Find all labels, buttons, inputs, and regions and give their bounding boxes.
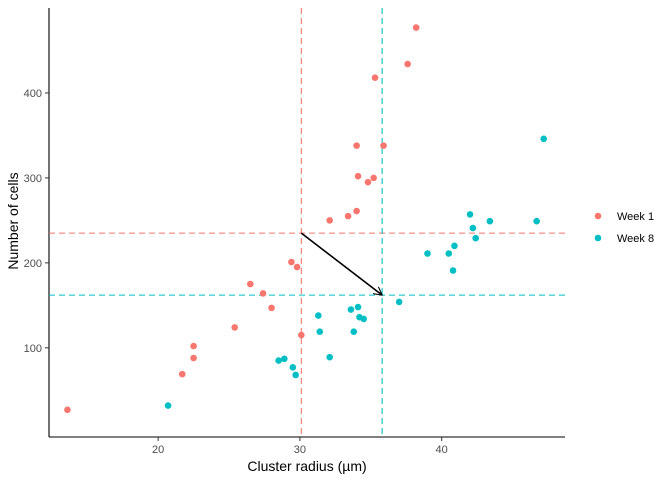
week-1-point xyxy=(298,331,305,339)
week-8-point xyxy=(350,328,358,335)
week-1-point xyxy=(404,60,411,68)
week-8-point xyxy=(289,364,297,371)
week-1-point xyxy=(326,217,333,224)
week-8-point xyxy=(315,312,322,319)
week-8-point xyxy=(347,306,355,313)
week-1-point xyxy=(293,263,301,271)
week-8-point xyxy=(164,402,172,409)
y-tick-label: 100 xyxy=(24,343,42,355)
week-1-point xyxy=(231,324,239,331)
week-8-point xyxy=(533,217,540,225)
plot-area: 20 30 40 100 200 300 400 xyxy=(24,8,565,456)
week-8-point xyxy=(449,267,457,274)
week-8-point xyxy=(451,242,458,250)
week-1-point xyxy=(268,304,275,312)
y-tick-label: 300 xyxy=(24,173,42,185)
week-1-point xyxy=(64,406,71,414)
x-axis-title: Cluster radius (µm) xyxy=(247,458,366,474)
week-8-point xyxy=(354,303,362,311)
week-1-point xyxy=(246,280,254,288)
week-8-point xyxy=(486,217,494,225)
y-tick-label: 200 xyxy=(24,258,42,270)
shift-arrow xyxy=(300,232,382,295)
legend: Week 1 Week 8 xyxy=(594,211,654,245)
week-8-point xyxy=(275,357,282,364)
week-1-point xyxy=(353,142,360,149)
week-1-point xyxy=(354,172,362,180)
week-1-point xyxy=(288,258,295,266)
week-8-point xyxy=(472,234,479,242)
week-8-point xyxy=(469,224,477,232)
y-tick-label: 400 xyxy=(24,88,42,100)
x-tick-label: 20 xyxy=(152,444,164,456)
legend-key-week-1 xyxy=(594,212,602,220)
week-8-point xyxy=(360,315,368,323)
week-1-point xyxy=(259,290,267,297)
week-1-point xyxy=(364,178,372,186)
x-tick-label: 40 xyxy=(436,444,448,456)
week-8-point xyxy=(281,355,288,363)
week-8-point xyxy=(466,211,474,218)
week-8-point xyxy=(316,328,324,335)
week-1-point xyxy=(380,142,387,149)
week-8-point xyxy=(292,371,299,379)
week-8-point xyxy=(326,353,333,361)
y-axis-title: Number of cells xyxy=(5,172,21,269)
week-1-point xyxy=(190,342,197,350)
week-1-point xyxy=(371,74,379,81)
week-1-point xyxy=(344,212,352,220)
week-1-point xyxy=(190,354,197,362)
week-8-point xyxy=(445,250,453,257)
legend-key-week-8 xyxy=(594,234,602,242)
legend-label-week-1: Week 1 xyxy=(617,211,654,223)
week-8-point xyxy=(540,135,548,143)
week-8-point xyxy=(424,250,431,257)
week-1-point xyxy=(178,370,186,378)
legend-label-week-8: Week 8 xyxy=(617,233,654,245)
week-1-point xyxy=(412,24,420,31)
week-8-point xyxy=(395,298,403,306)
week-1-point xyxy=(370,174,377,182)
x-tick-label: 30 xyxy=(294,444,306,456)
week-1-point xyxy=(353,207,360,215)
